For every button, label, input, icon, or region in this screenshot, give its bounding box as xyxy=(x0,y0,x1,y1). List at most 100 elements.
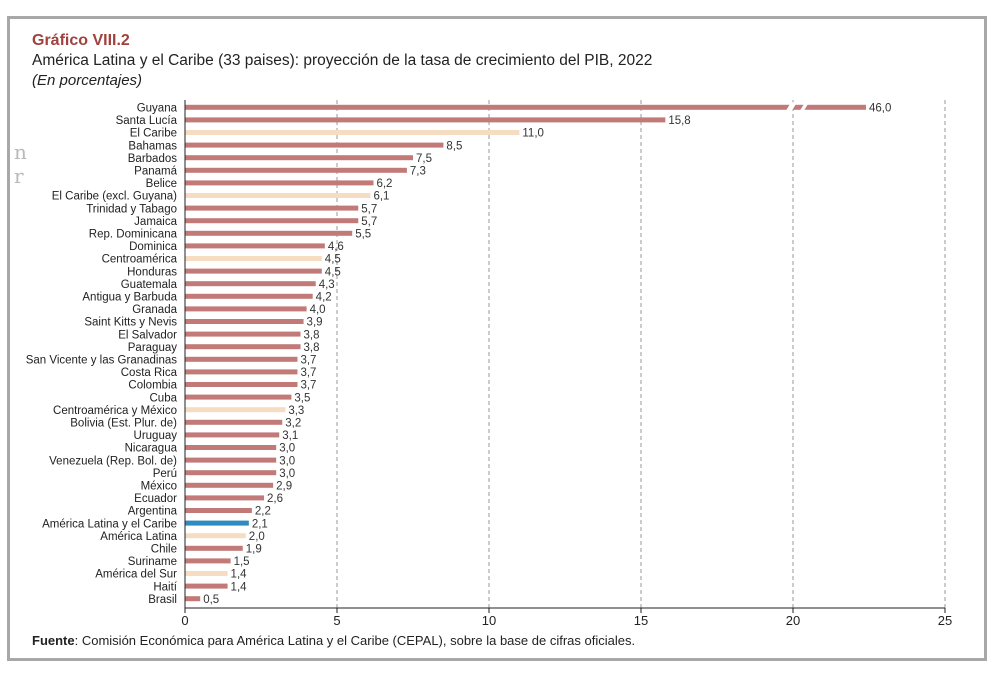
bar xyxy=(185,130,520,135)
value-label: 6,1 xyxy=(373,191,389,203)
category-label: Bolivia (Est. Plur. de) xyxy=(70,418,177,430)
value-label: 1,5 xyxy=(234,556,250,568)
value-label: 4,5 xyxy=(325,266,341,278)
bar xyxy=(185,432,280,438)
category-label: Bahamas xyxy=(128,140,177,152)
category-label: Antigua y Barbuda xyxy=(82,292,177,304)
value-label: 5,5 xyxy=(355,229,371,241)
value-label: 3,1 xyxy=(282,430,298,442)
category-label: San Vicente y las Granadinas xyxy=(26,355,178,367)
category-label: Ecuador xyxy=(134,493,177,505)
value-label: 3,8 xyxy=(304,329,320,341)
bar xyxy=(185,243,325,249)
bar xyxy=(185,180,374,186)
category-label: El Caribe xyxy=(130,128,177,140)
category-label: Brasil xyxy=(148,594,177,606)
x-tick-label: 20 xyxy=(786,613,800,628)
bar xyxy=(185,545,243,551)
value-label: 11,0 xyxy=(522,128,544,140)
value-label: 5,7 xyxy=(361,216,377,228)
bar xyxy=(185,281,316,287)
bar xyxy=(185,331,301,337)
category-label: Perú xyxy=(153,468,177,480)
value-label: 7,3 xyxy=(410,166,426,178)
value-label: 7,5 xyxy=(416,153,432,165)
value-label: 2,6 xyxy=(267,493,283,505)
bar xyxy=(185,193,371,198)
value-label: 5,7 xyxy=(361,203,377,215)
value-label: 3,5 xyxy=(294,392,310,404)
category-label: Guyana xyxy=(137,103,178,115)
chart-frame xyxy=(7,16,987,661)
x-tick-label: 5 xyxy=(333,613,340,628)
value-label: 3,3 xyxy=(288,405,304,417)
bar xyxy=(185,457,277,463)
bar xyxy=(185,445,277,450)
category-label: Chile xyxy=(151,544,177,556)
category-label: Nicaragua xyxy=(125,443,178,455)
category-label: Argentina xyxy=(128,506,178,518)
bar xyxy=(185,319,304,324)
value-label: 2,1 xyxy=(252,518,268,530)
category-label: Uruguay xyxy=(134,430,178,442)
value-label: 4,3 xyxy=(319,279,335,291)
bar-break xyxy=(785,102,797,113)
bar xyxy=(185,419,283,425)
value-label: 46,0 xyxy=(869,103,891,115)
bar-break xyxy=(799,102,809,113)
category-label: Costa Rica xyxy=(121,367,178,379)
value-label: 15,8 xyxy=(668,115,690,127)
bar xyxy=(185,470,277,476)
bar xyxy=(185,104,866,110)
category-label: Trinidad y Tabago xyxy=(86,203,177,215)
bar xyxy=(185,495,265,501)
value-label: 4,6 xyxy=(328,241,344,253)
value-label: 4,5 xyxy=(325,254,341,266)
category-label: Cuba xyxy=(150,392,178,404)
category-label: Honduras xyxy=(127,266,177,278)
x-tick-label: 0 xyxy=(181,613,188,628)
value-label: 2,2 xyxy=(255,506,271,518)
x-tick-label: 15 xyxy=(634,613,648,628)
bar xyxy=(185,268,322,274)
bar xyxy=(185,571,228,576)
figure-number: Gráfico VIII.2 xyxy=(32,32,130,49)
value-label: 3,0 xyxy=(279,468,295,480)
bar xyxy=(185,394,292,400)
figure-subtitle: (En porcentajes) xyxy=(32,72,143,89)
figure-title: América Latina y el Caribe (33 paises): … xyxy=(32,52,653,69)
category-label: América del Sur xyxy=(95,569,177,581)
source-label: Fuente xyxy=(32,633,75,648)
bar xyxy=(185,356,298,362)
category-label: El Caribe (excl. Guyana) xyxy=(52,191,177,203)
value-label: 3,9 xyxy=(307,317,323,329)
bar xyxy=(185,558,231,564)
category-label: Rep. Dominicana xyxy=(89,229,178,241)
category-label: Venezuela (Rep. Bol. de) xyxy=(49,455,177,467)
category-label: Paraguay xyxy=(128,342,177,354)
category-label: Jamaica xyxy=(134,216,177,228)
category-label: Dominica xyxy=(129,241,178,253)
category-label: América Latina xyxy=(100,531,177,543)
bar xyxy=(185,520,249,526)
bar xyxy=(185,117,666,123)
category-label: Guatemala xyxy=(121,279,178,291)
value-label: 2,0 xyxy=(249,531,265,543)
x-tick-label: 25 xyxy=(938,613,952,628)
bar xyxy=(185,369,298,375)
bar xyxy=(185,306,307,312)
category-label: El Salvador xyxy=(118,329,177,341)
bar xyxy=(185,218,359,224)
value-label: 0,5 xyxy=(203,594,219,606)
value-label: 1,9 xyxy=(246,544,262,556)
category-label: Granada xyxy=(132,304,177,316)
source-note: Fuente: Comisión Económica para América … xyxy=(32,633,635,648)
value-label: 3,8 xyxy=(304,342,320,354)
value-label: 2,9 xyxy=(276,481,292,493)
value-label: 1,4 xyxy=(231,569,248,581)
value-label: 4,0 xyxy=(310,304,326,316)
value-label: 3,2 xyxy=(285,418,301,430)
category-label: Panamá xyxy=(134,166,177,178)
category-label: México xyxy=(141,481,177,493)
